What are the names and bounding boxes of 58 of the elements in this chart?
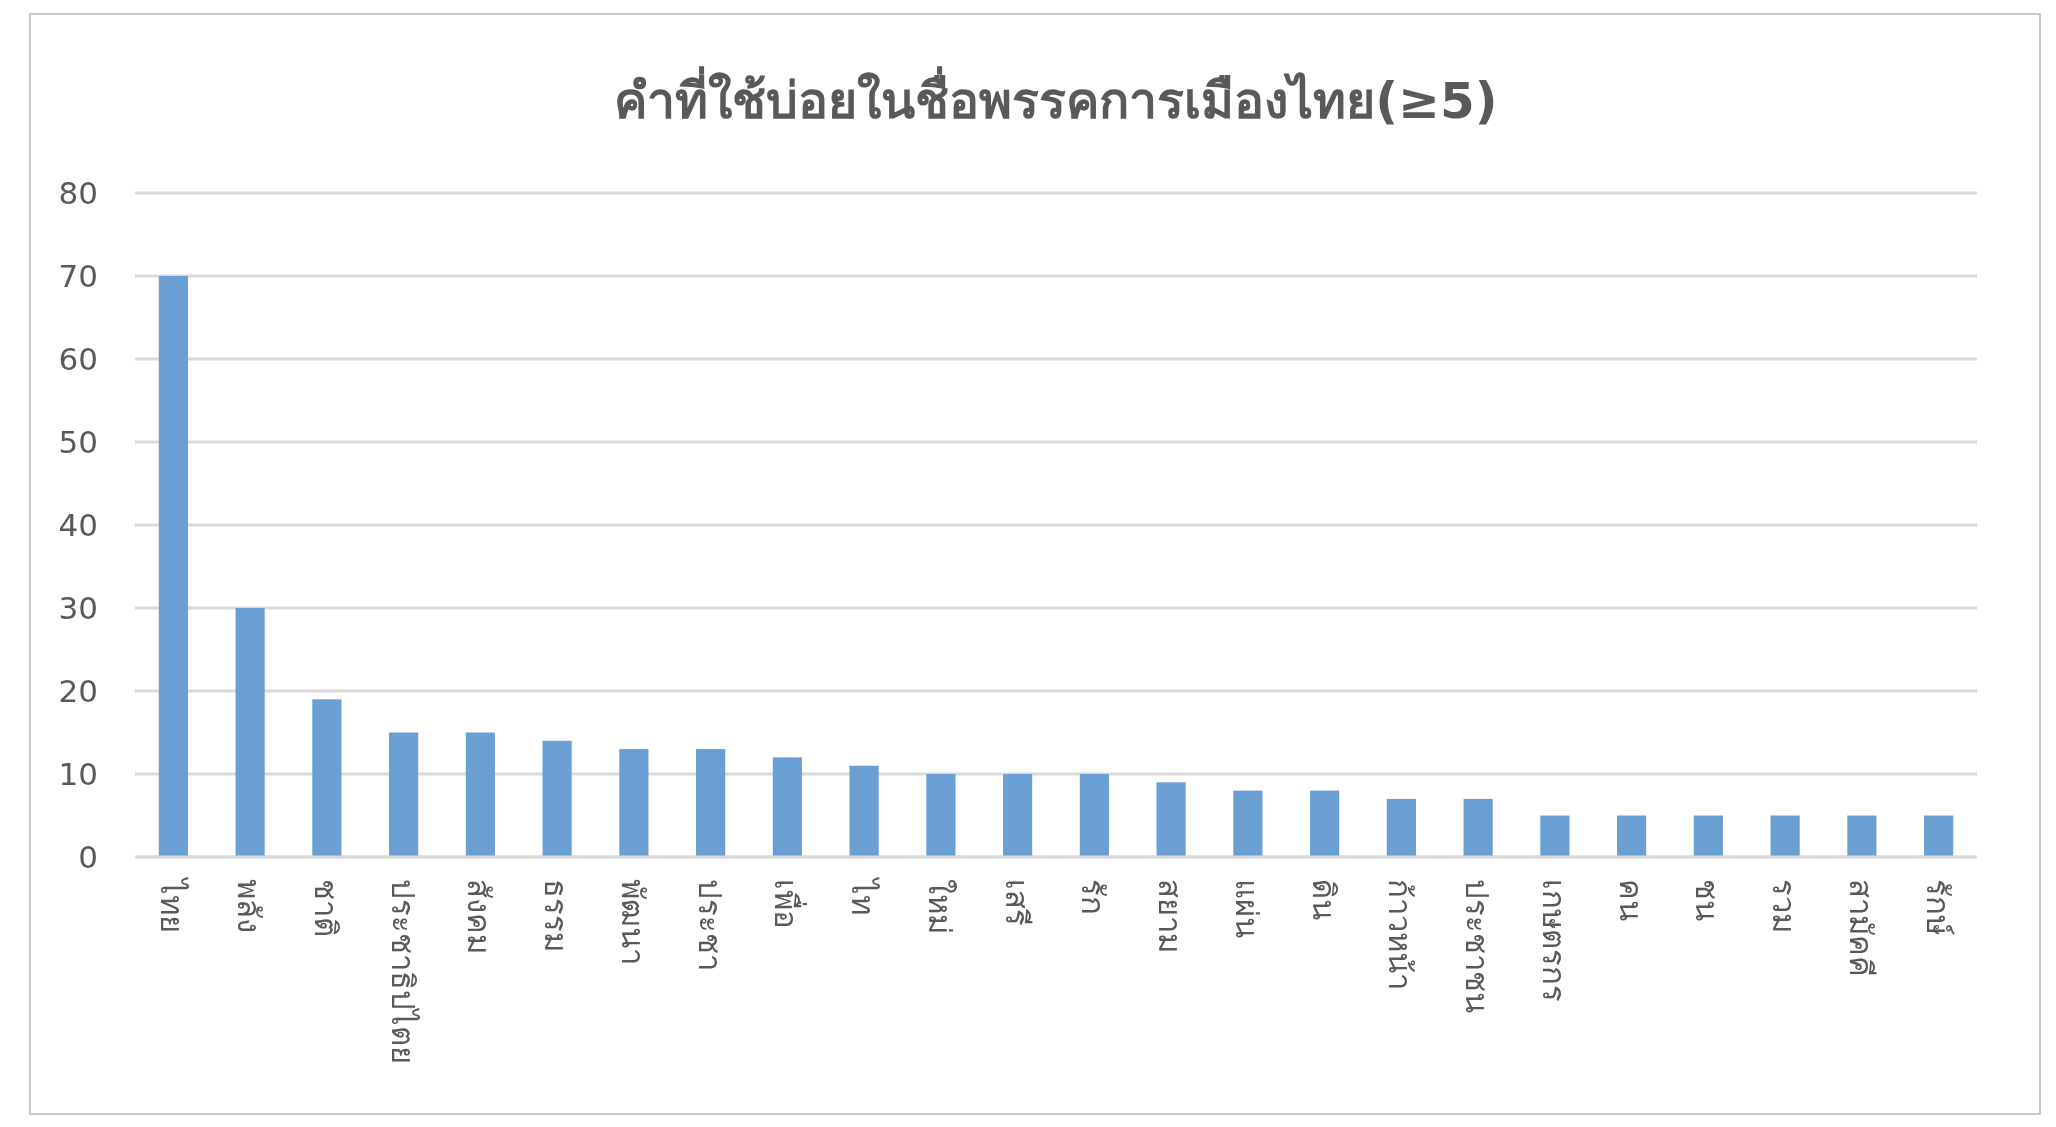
bar [696,749,726,857]
bar [1156,782,1186,857]
y-tick-label: 0 [78,839,98,875]
bar [1310,790,1340,857]
bar [619,749,649,857]
x-tick-label: รักษ์ [1919,879,1956,935]
y-tick-label: 20 [58,673,98,709]
x-tick-label: รวม [1766,879,1803,933]
bar [772,757,802,857]
bar [389,732,419,857]
x-tick-label: ดิน [1305,879,1342,920]
y-tick-label: 70 [58,258,98,294]
y-tick-label: 10 [58,756,98,792]
x-tick-label: ไท [845,876,882,915]
y-tick-label: 50 [58,424,98,460]
bar [1693,815,1723,857]
y-tick-label: 60 [58,341,98,377]
bar [1233,790,1263,857]
bar [1463,798,1493,857]
bar [1540,815,1570,857]
x-tick-label: สยาม [1152,879,1189,953]
y-tick-label: 30 [58,590,98,626]
x-tick-label: ชาติ [307,879,344,937]
bar [1847,815,1877,857]
x-tick-label: ก้าวหน้า [1382,879,1419,990]
bar [1770,815,1800,857]
x-tick-label: รัก [1075,879,1112,915]
x-tick-label: ธรรม [538,879,575,952]
bar [1386,798,1416,857]
y-tick-label: 40 [58,507,98,543]
y-tick-label: 80 [58,175,98,211]
bar [465,732,495,857]
x-tick-label: เพื่อ [768,879,808,929]
x-tick-label: เกษตรกร [1535,879,1572,1002]
bar [158,276,188,857]
x-tick-label: ประชา [691,879,728,971]
bar [849,765,879,857]
bar [1617,815,1647,857]
x-tick-label: พัฒนา [614,879,651,965]
x-tick-label: พลัง [231,879,268,933]
x-tick-label: แผ่น [1228,879,1265,938]
x-tick-label: สังคม [461,879,498,954]
bar [1924,815,1954,857]
x-tick-label: ชน [1689,879,1726,921]
bar [542,740,572,857]
bar [235,608,265,857]
x-tick-label: ประชาธิปไตย [384,879,421,1064]
bar [312,699,342,857]
x-tick-label: ใหม่ [921,879,958,934]
bar [1003,774,1033,857]
x-tick-label: ประชาชน [1459,879,1496,1013]
x-tick-label: ไทย [154,876,191,933]
chart-title: คำที่ใช้บ่อยในชื่อพรรคการเมืองไทย(≥5) [614,66,1498,130]
bar [1079,774,1109,857]
bar [926,774,956,857]
x-tick-label: เสรี [998,879,1035,926]
x-tick-label: คน [1612,879,1649,921]
x-tick-label: สามัคคี [1842,879,1879,977]
